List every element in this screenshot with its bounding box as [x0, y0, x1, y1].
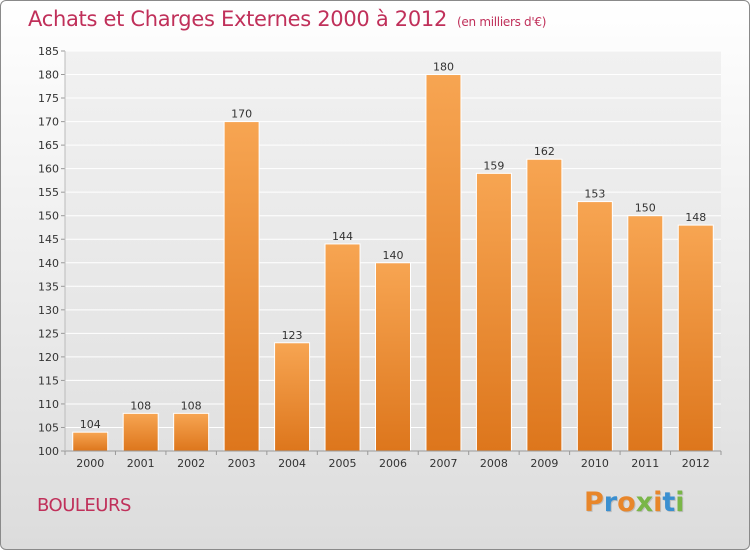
bar-value-label: 104	[80, 418, 101, 431]
y-tick-label: 145	[38, 233, 59, 246]
y-tick-label: 140	[38, 257, 59, 270]
y-tick-label: 170	[38, 116, 59, 129]
bar-value-label: 159	[483, 159, 504, 172]
y-tick-label: 150	[38, 210, 59, 223]
y-tick-label: 100	[38, 445, 59, 458]
y-tick-label: 125	[38, 327, 59, 340]
x-tick-label: 2009	[530, 457, 558, 470]
bar	[173, 412, 210, 452]
bar-value-label: 123	[282, 329, 303, 342]
x-tick-label: 2003	[228, 457, 256, 470]
x-tick-label: 2011	[631, 457, 659, 470]
x-tick-label: 2000	[76, 457, 104, 470]
logo-letter: i	[653, 487, 663, 518]
y-tick-label: 180	[38, 69, 59, 82]
bar-value-label: 108	[181, 399, 202, 412]
x-tick-label: 2005	[329, 457, 357, 470]
y-tick-label: 160	[38, 163, 59, 176]
y-tick-label: 165	[38, 139, 59, 152]
chart-unit: (en milliers d'€)	[457, 15, 547, 29]
x-tick-label: 2006	[379, 457, 407, 470]
bars: 104 108 108 170 123 144 140 180 159 162 153 150 148	[72, 61, 714, 452]
bar	[475, 172, 512, 452]
y-tick-label: 155	[38, 186, 59, 199]
commune-name: BOULEURS	[37, 495, 131, 516]
bar	[526, 158, 563, 452]
bar-value-label: 150	[635, 202, 656, 215]
y-tick-label: 185	[38, 45, 59, 58]
x-tick-label: 2012	[682, 457, 710, 470]
y-axis: 100 105 110 115 120 125 130 135 140 145 150 155 160 1…	[38, 45, 65, 458]
bar-value-label: 180	[433, 61, 454, 74]
logo-letter: t	[662, 487, 676, 518]
proxiti-logo: Proxiti	[584, 487, 685, 518]
bar-value-label: 162	[534, 145, 555, 158]
bar	[274, 342, 311, 452]
chart-title: Achats et Charges Externes 2000 à 2012 (e…	[28, 7, 546, 31]
logo-letter: o	[617, 487, 636, 518]
y-tick-label: 105	[38, 421, 59, 434]
y-tick-label: 130	[38, 304, 59, 317]
bar	[375, 262, 411, 452]
bar	[122, 412, 159, 452]
bar-value-label: 108	[130, 399, 151, 412]
logo-letter: x	[635, 487, 654, 518]
logo-letter: r	[603, 487, 618, 518]
logo-letter: i	[675, 487, 685, 518]
y-tick-label: 120	[38, 351, 59, 364]
logo-letter: P	[584, 487, 604, 518]
x-tick-label: 2007	[429, 457, 457, 470]
bar	[223, 121, 260, 452]
bar	[324, 243, 361, 452]
bar-value-label: 140	[383, 249, 404, 262]
chart-title-text: Achats et Charges Externes 2000 à 2012	[28, 7, 448, 31]
bar	[425, 74, 462, 452]
bar	[677, 224, 714, 452]
bar-value-label: 153	[584, 188, 605, 201]
bar-value-label: 148	[685, 211, 706, 224]
x-axis: 2000 2001 2002 2003 2004 2005 2006 2007 2008 2009…	[64, 451, 722, 470]
bar	[72, 431, 109, 452]
x-tick-label: 2002	[177, 457, 205, 470]
y-tick-label: 115	[38, 374, 59, 387]
x-tick-label: 2010	[581, 457, 609, 470]
x-tick-label: 2008	[480, 457, 508, 470]
y-tick-label: 135	[38, 280, 59, 293]
bar	[576, 201, 613, 452]
bar	[627, 215, 664, 452]
y-tick-label: 110	[38, 398, 59, 411]
x-tick-label: 2004	[278, 457, 306, 470]
bar-value-label: 144	[332, 230, 353, 243]
x-tick-label: 2001	[127, 457, 155, 470]
bar-value-label: 170	[231, 108, 252, 121]
y-tick-label: 175	[38, 92, 59, 105]
